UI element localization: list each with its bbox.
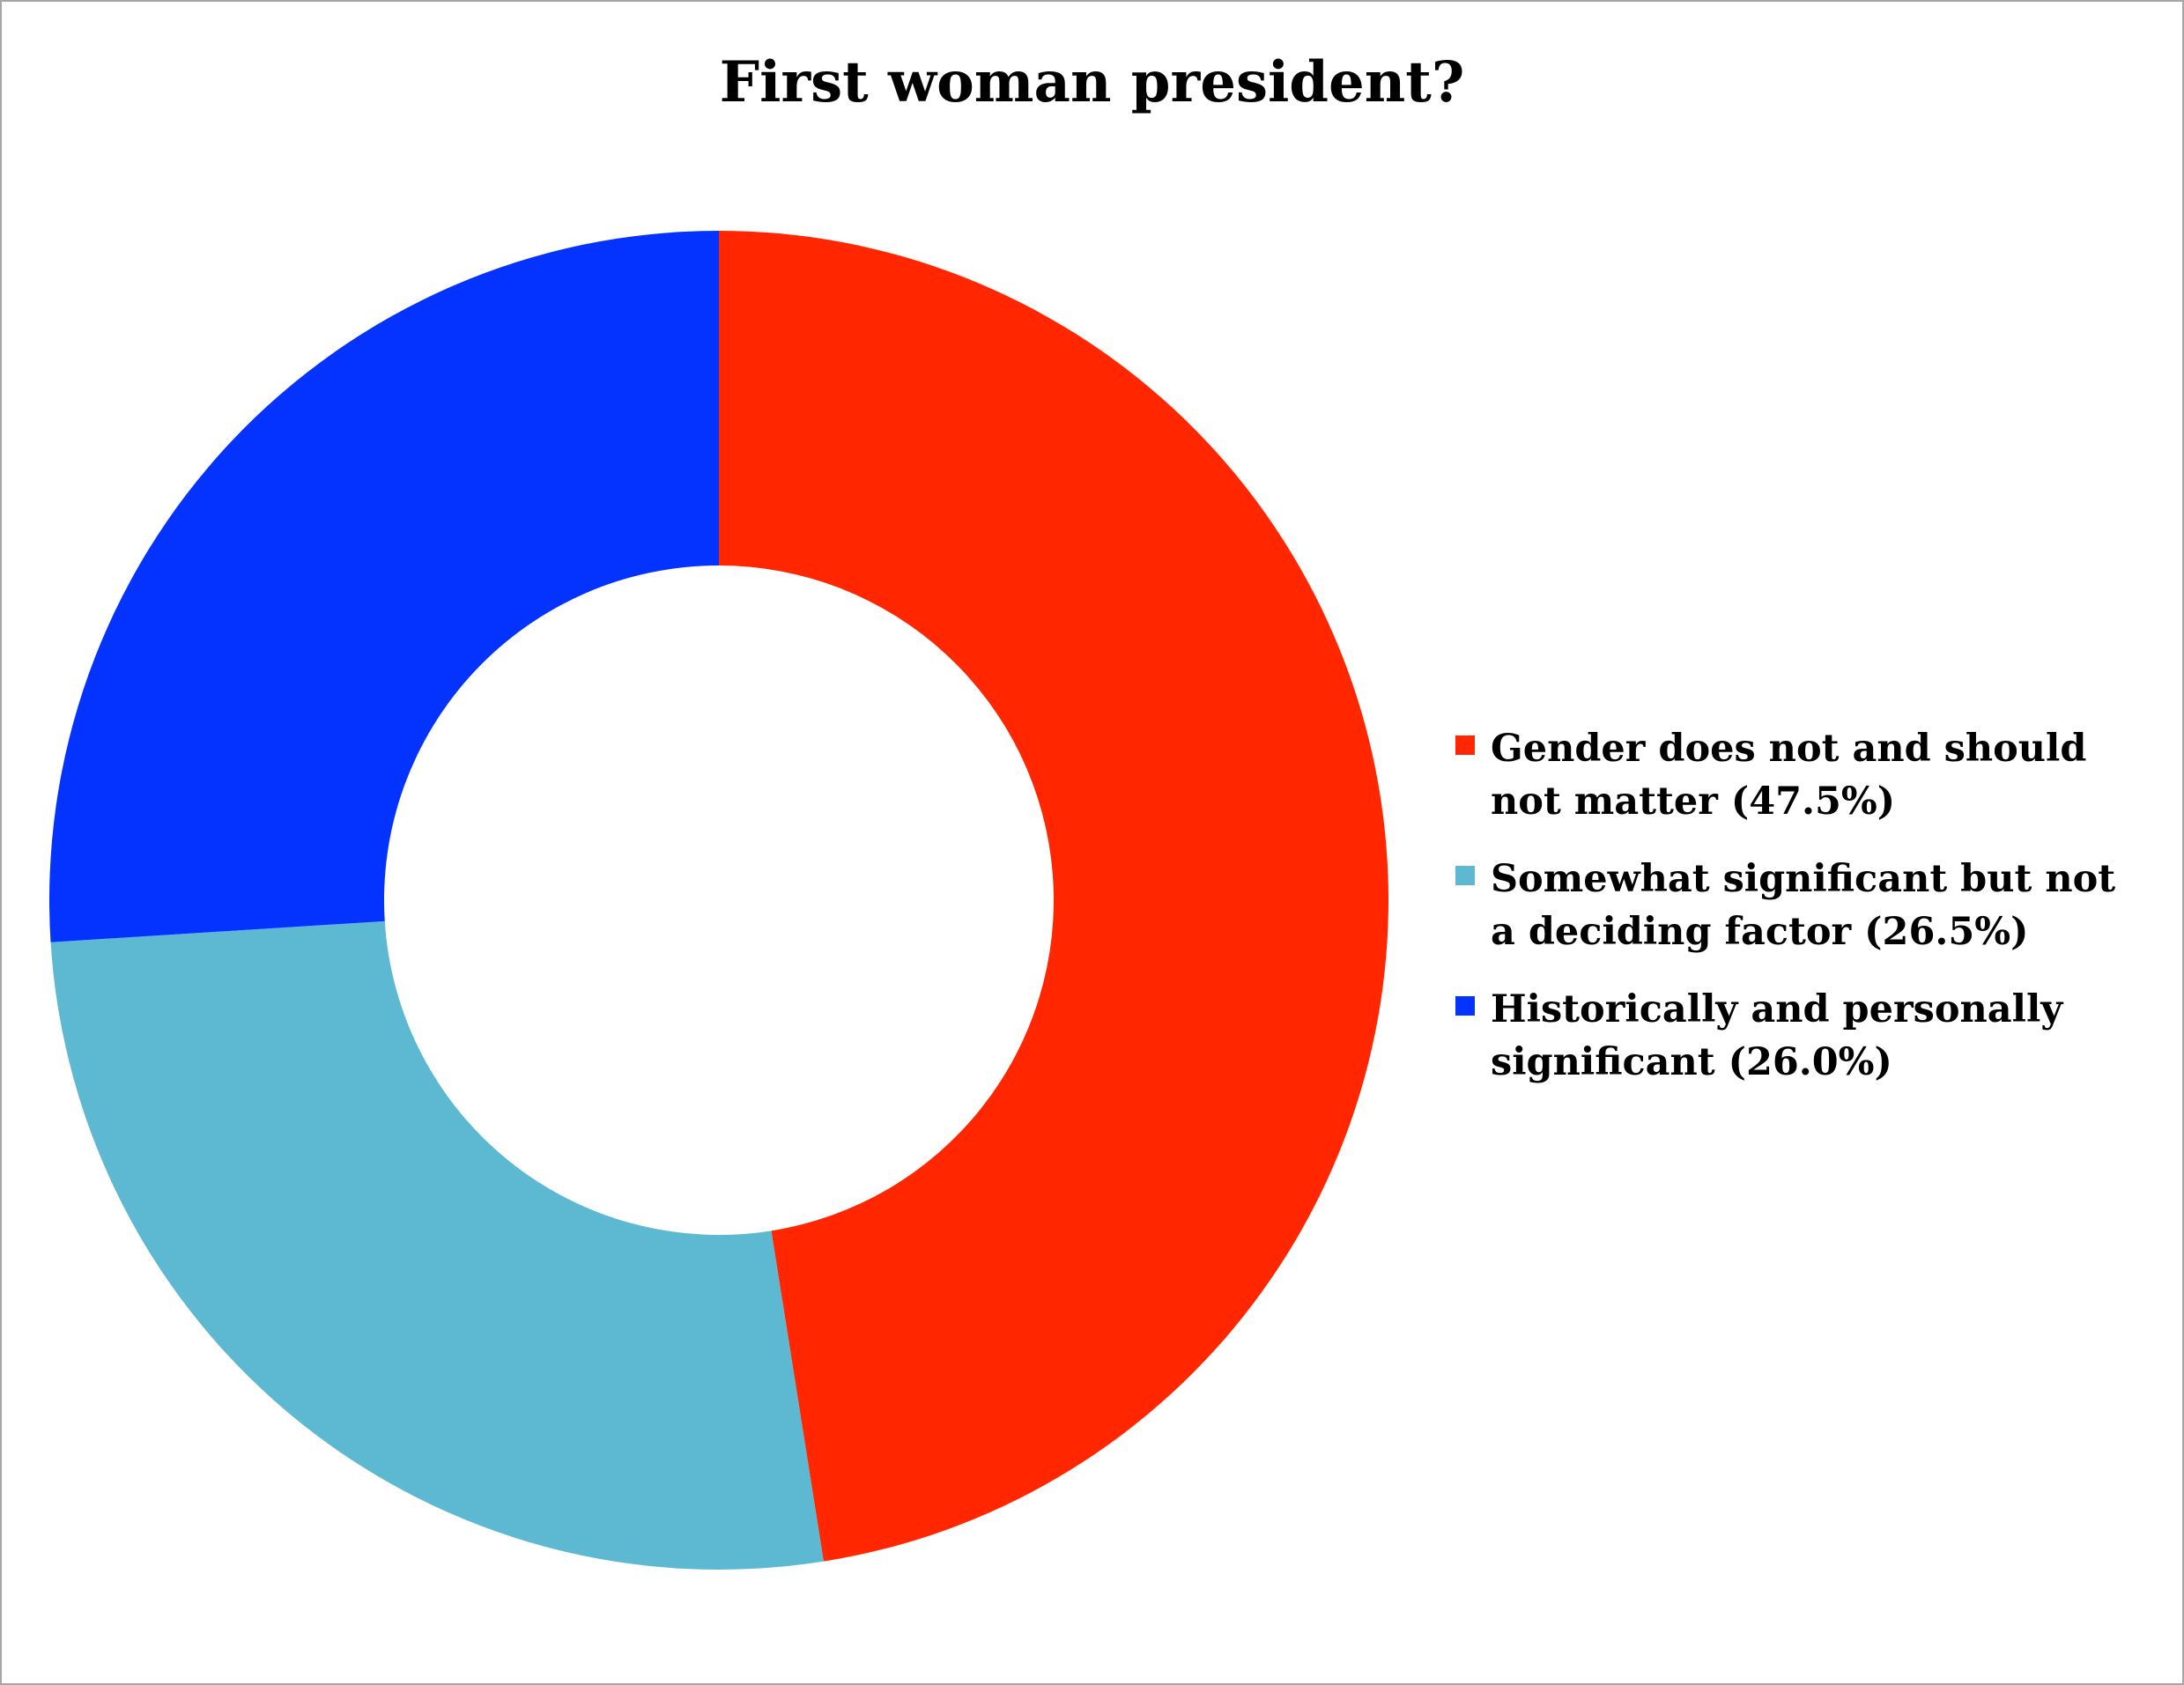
legend-swatch-1 [1455,735,1475,755]
chart-title: First woman president? [719,49,1465,115]
donut-slice-3 [48,231,719,942]
donut-slices [48,231,1389,1570]
legend-item-1: Gender does not and should not matter (4… [1455,722,2151,828]
legend-item-2: Somewhat significant but not a deciding … [1455,853,2151,958]
legend-label-3: Historically and personally significant … [1491,987,2063,1084]
legend: Gender does not and should not matter (4… [1455,722,2151,1113]
donut-slice-2 [50,920,824,1570]
legend-swatch-3 [1455,996,1475,1016]
donut-slice-1 [719,231,1389,1562]
legend-label-2: Somewhat significant but not a deciding … [1491,857,2116,954]
legend-item-3: Historically and personally significant … [1455,983,2151,1089]
legend-swatch-2 [1455,866,1475,885]
legend-label-1: Gender does not and should not matter (4… [1491,727,2087,824]
